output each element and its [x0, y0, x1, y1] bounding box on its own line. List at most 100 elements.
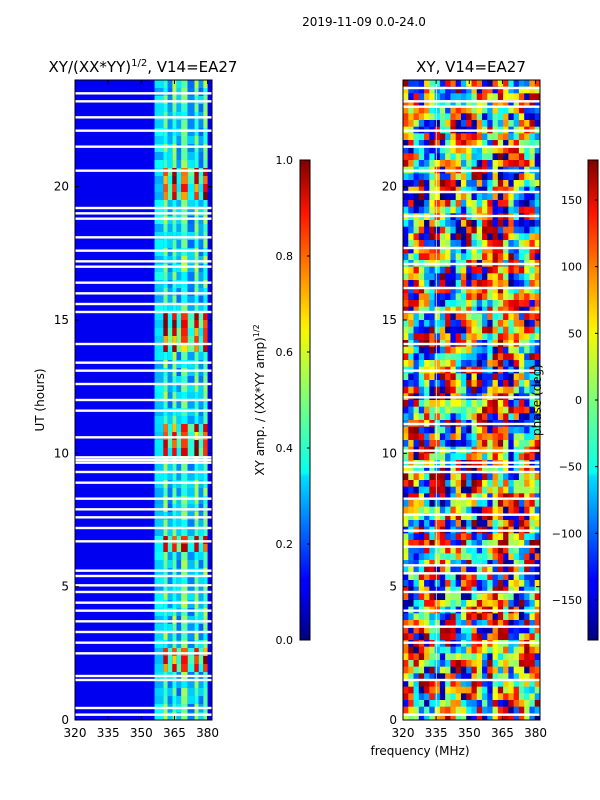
heatmap-cell	[524, 593, 530, 601]
heatmap-cell	[187, 424, 195, 433]
heatmap-cell	[429, 173, 436, 181]
heatmap-cell	[439, 360, 446, 368]
heatmap-cell	[466, 693, 472, 701]
heatmap-cell	[524, 386, 530, 394]
heatmap-cell	[439, 386, 446, 394]
heatmap-cell	[439, 660, 446, 668]
heatmap-cell	[194, 544, 199, 553]
heatmap-cell	[445, 620, 451, 628]
heatmap-cell	[529, 566, 536, 574]
heatmap-cell	[198, 696, 204, 705]
heatmap-cell	[413, 180, 420, 188]
heatmap-cell	[434, 113, 441, 121]
heatmap-cell	[172, 264, 177, 273]
heatmap-cell	[163, 712, 168, 720]
x-tick-label: 350	[130, 726, 153, 740]
heatmap-cell	[513, 233, 520, 241]
heatmap-cell	[482, 486, 488, 494]
heatmap-cell	[466, 413, 472, 421]
heatmap-cell	[492, 660, 499, 668]
heatmap-cell	[176, 480, 182, 489]
heatmap-cell	[167, 328, 173, 337]
heatmap-cell	[413, 573, 420, 581]
heatmap-cell	[455, 173, 462, 181]
heatmap-cell	[487, 320, 494, 328]
heatmap-cell	[466, 306, 472, 314]
heatmap-cell	[163, 568, 168, 577]
heatmap-cell	[167, 248, 173, 257]
heatmap-cell	[167, 368, 173, 377]
heatmap-cell	[466, 273, 472, 281]
heatmap-cell	[513, 660, 520, 668]
heatmap-cell	[424, 706, 430, 714]
heatmap-cell	[513, 546, 520, 554]
heatmap-cell	[172, 120, 177, 129]
heatmap-cell	[460, 546, 467, 554]
heatmap-cell	[154, 424, 164, 433]
heatmap-cell	[418, 506, 425, 514]
heatmap-cell	[471, 326, 478, 334]
heatmap-cell	[445, 233, 451, 241]
colorbar-tick-label: 1.0	[276, 154, 294, 167]
heatmap-cell	[487, 453, 494, 461]
heatmap-cell	[482, 680, 488, 688]
heatmap-cell	[534, 360, 540, 368]
heatmap-cell	[497, 100, 504, 108]
heatmap-cell	[424, 306, 430, 314]
heatmap-cell	[181, 576, 188, 585]
heatmap-cell	[434, 680, 441, 688]
heatmap-cell	[513, 193, 520, 201]
heatmap-cell	[487, 620, 494, 628]
heatmap-cell	[424, 200, 430, 208]
heatmap-cell	[529, 653, 536, 661]
heatmap-cell	[487, 173, 494, 181]
heatmap-cell	[445, 693, 451, 701]
heatmap-cell	[163, 464, 168, 473]
heatmap-cell	[445, 206, 451, 214]
heatmap-cell	[439, 220, 446, 228]
heatmap-cell	[487, 560, 494, 568]
heatmap-cell	[163, 248, 168, 257]
heatmap-cell	[418, 360, 425, 368]
heatmap-cell	[203, 304, 208, 313]
heatmap-cell	[508, 433, 515, 441]
heatmap-cell	[439, 273, 446, 281]
heatmap-cell	[187, 240, 195, 249]
heatmap-cell	[445, 586, 451, 594]
heatmap-cell	[434, 246, 441, 254]
heatmap-cell	[503, 320, 509, 328]
blanked-row	[75, 713, 212, 716]
heatmap-cell	[424, 546, 430, 554]
heatmap-cell	[460, 400, 467, 408]
heatmap-cell	[203, 336, 208, 345]
heatmap-cell	[176, 680, 182, 689]
heatmap-cell	[172, 176, 177, 185]
heatmap-cell	[418, 426, 425, 434]
heatmap-cell	[434, 706, 441, 714]
heatmap-cell	[434, 380, 441, 388]
heatmap-cell	[403, 353, 409, 361]
heatmap-cell	[460, 540, 467, 548]
heatmap-cell	[492, 600, 499, 608]
heatmap-cell	[503, 613, 509, 621]
heatmap-cell	[434, 106, 441, 114]
heatmap-cell	[508, 506, 515, 514]
heatmap-cell	[450, 326, 457, 334]
heatmap-cell	[487, 680, 494, 688]
heatmap-cell	[518, 226, 525, 234]
heatmap-cell	[450, 160, 457, 168]
heatmap-cell	[450, 653, 457, 661]
heatmap-cell	[534, 346, 540, 354]
heatmap-cell	[524, 326, 530, 334]
heatmap-cell	[424, 326, 430, 334]
heatmap-cell	[455, 486, 462, 494]
heatmap-cell	[403, 566, 409, 574]
heatmap-cell	[503, 466, 509, 474]
heatmap-cell	[424, 313, 430, 321]
heatmap-cell	[187, 608, 195, 617]
heatmap-cell	[524, 106, 530, 114]
heatmap-cell	[529, 520, 536, 528]
heatmap-cell	[471, 480, 478, 488]
heatmap-cell	[471, 93, 478, 101]
heatmap-cell	[163, 376, 168, 385]
